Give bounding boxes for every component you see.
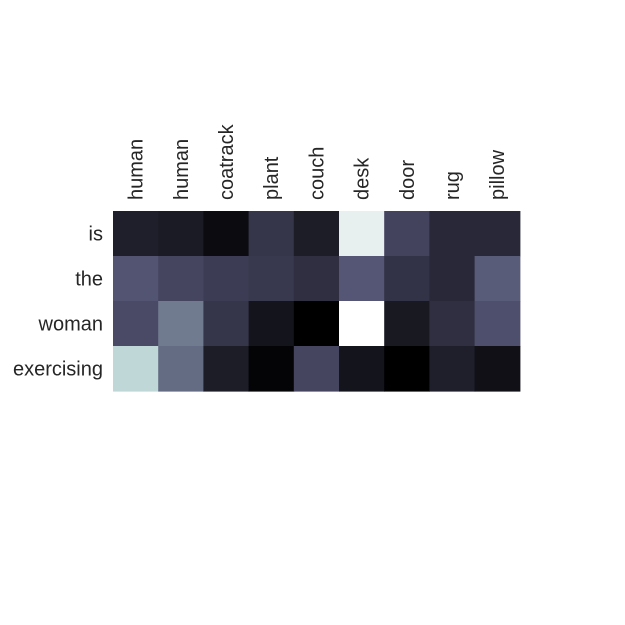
heatmap-cells	[113, 211, 521, 392]
x-tick-label-human: human	[126, 139, 148, 200]
heatmap-cell-the-coatrack	[203, 256, 250, 302]
y-axis-tick-labels: is the woman exercising	[13, 224, 103, 381]
heatmap-cell-is-door	[384, 211, 430, 257]
heatmap-cell-woman-coatrack	[203, 301, 250, 347]
x-tick-label-desk: desk	[352, 157, 374, 200]
heatmap-cell-the-desk	[339, 256, 385, 302]
x-axis-tick-labels: human human coatrack plant couch desk door rug p…	[126, 123, 510, 200]
heatmap-cell-the-human	[113, 256, 159, 302]
heatmap-cell-is-rug	[429, 211, 476, 257]
heatmap-cell-the-human	[158, 256, 204, 302]
heatmap-cell-exercising-human	[158, 346, 204, 392]
heatmap-cell-woman-rug	[429, 301, 476, 347]
x-tick-label-pillow: pillow	[487, 149, 509, 200]
heatmap-cell-exercising-rug	[429, 346, 476, 392]
x-tick-label-door: door	[397, 160, 419, 200]
heatmap-cell-woman-couch	[293, 301, 340, 347]
y-tick-label-the: the	[75, 269, 103, 291]
y-tick-label-exercising: exercising	[13, 359, 103, 381]
heatmap-cell-exercising-human	[113, 346, 159, 392]
x-tick-label-rug: rug	[442, 171, 464, 200]
x-tick-label-plant: plant	[261, 156, 283, 200]
y-tick-label-is: is	[89, 224, 103, 246]
heatmap-cell-woman-pillow	[474, 301, 521, 347]
heatmap-cell-exercising-plant	[248, 346, 295, 392]
heatmap-cell-the-rug	[429, 256, 476, 302]
y-tick-label-woman: woman	[38, 314, 103, 336]
heatmap-cell-exercising-coatrack	[203, 346, 250, 392]
heatmap-cell-woman-human	[113, 301, 159, 347]
heatmap-cell-exercising-couch	[293, 346, 340, 392]
heatmap-cell-exercising-desk	[339, 346, 385, 392]
heatmap-cell-is-coatrack	[203, 211, 250, 257]
heatmap-cell-exercising-door	[384, 346, 430, 392]
heatmap-cell-is-desk	[339, 211, 385, 257]
heatmap-cell-woman-door	[384, 301, 430, 347]
heatmap-cell-exercising-pillow	[474, 346, 521, 392]
x-tick-label-coatrack: coatrack	[216, 123, 238, 200]
heatmap-cell-is-plant	[248, 211, 295, 257]
heatmap-cell-is-couch	[293, 211, 340, 257]
heatmap-cell-woman-plant	[248, 301, 295, 347]
heatmap-cell-the-door	[384, 256, 430, 302]
heatmap-cell-is-human	[158, 211, 204, 257]
heatmap-cell-woman-human	[158, 301, 204, 347]
x-tick-label-human: human	[171, 139, 193, 200]
x-tick-label-couch: couch	[306, 147, 328, 200]
heatmap-cell-is-pillow	[474, 211, 521, 257]
heatmap-cell-the-plant	[248, 256, 295, 302]
heatmap-cell-is-human	[113, 211, 159, 257]
heatmap-cell-the-couch	[293, 256, 340, 302]
heatmap-cell-woman-desk	[339, 301, 385, 347]
heatmap-cell-the-pillow	[474, 256, 521, 302]
